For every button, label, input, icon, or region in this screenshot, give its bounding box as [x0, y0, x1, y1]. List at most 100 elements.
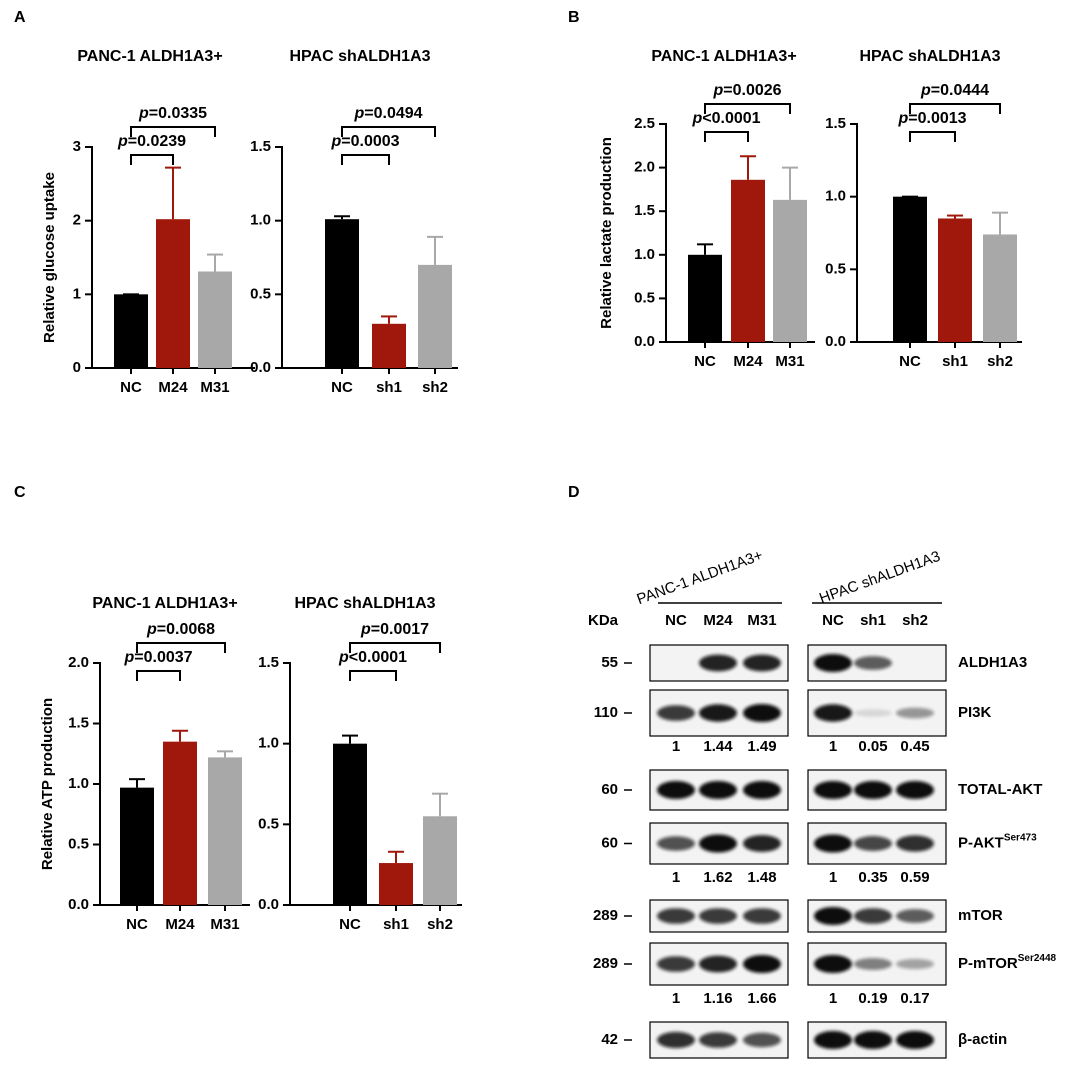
chart-title: PANC-1 ALDH1A3+: [77, 48, 222, 65]
protein-name-main: β-actin: [958, 1031, 1007, 1048]
bar: [372, 323, 406, 368]
protein-name-main: P-mTOR: [958, 955, 1018, 972]
p-value: p=0.0037: [123, 649, 192, 666]
p-value: p=0.0239: [117, 133, 186, 150]
blot-band: [896, 835, 934, 852]
blot-band: [814, 781, 852, 799]
blot-band: [854, 709, 892, 717]
blot-band: [854, 1031, 892, 1049]
y-tick-label: 0.5: [250, 285, 271, 302]
x-tick-label: sh1: [942, 353, 968, 370]
band-quantification: 0.45: [900, 738, 929, 755]
blot-band: [814, 1031, 852, 1049]
kda-value: 110: [594, 704, 618, 721]
bar: [773, 199, 807, 342]
blot-band: [854, 908, 892, 924]
significance-bracket: [136, 670, 181, 681]
significance-bracket: [349, 642, 441, 653]
blot-band: [743, 1032, 781, 1048]
blot-band: [896, 707, 934, 719]
y-axis-label: Relative glucose uptake: [41, 172, 58, 343]
y-tick-label: 0: [73, 359, 81, 376]
protein-name-main: mTOR: [958, 907, 1003, 924]
bar: [325, 219, 359, 368]
blot-band: [896, 781, 934, 799]
group-title: PANC-1 ALDH1A3+: [635, 547, 766, 608]
p-value: p=0.0494: [353, 105, 422, 122]
y-tick-label: 0.5: [825, 260, 846, 277]
band-quantification: 1.62: [703, 869, 732, 886]
band-quantification: 1.48: [747, 869, 776, 886]
bar: [163, 741, 197, 905]
blot-band: [896, 1031, 934, 1049]
bar: [983, 234, 1017, 342]
x-tick-label: sh2: [987, 353, 1013, 370]
lane-label: NC: [822, 612, 844, 629]
blot-band: [657, 781, 695, 799]
significance-bracket: [704, 131, 749, 142]
significance-bracket: [909, 131, 956, 142]
band-quantification: 1: [829, 738, 837, 755]
kda-value: 60: [601, 834, 618, 851]
lane-label: M31: [747, 612, 776, 629]
protein-name: TOTAL-AKT: [958, 781, 1042, 798]
kda-value: 42: [601, 1031, 618, 1048]
bar: [114, 294, 148, 368]
protein-name: P-AKTSer473: [958, 832, 1037, 851]
significance-bracket: [909, 103, 1001, 114]
protein-name-main: P-AKT: [958, 834, 1004, 851]
blot-band: [854, 836, 892, 851]
y-tick-label: 0.0: [68, 896, 89, 913]
p-value: p=0.0026: [712, 82, 781, 99]
blot-band: [854, 656, 892, 670]
x-tick-label: NC: [126, 916, 148, 933]
blot-band: [814, 955, 852, 973]
bar: [120, 787, 154, 905]
blot-band: [699, 654, 737, 672]
bar: [688, 254, 722, 342]
blot-band: [854, 781, 892, 799]
blot-band: [657, 1031, 695, 1049]
y-tick-label: 1: [73, 285, 81, 302]
y-tick-label: 2.5: [634, 115, 655, 132]
x-tick-label: NC: [694, 353, 716, 370]
blot-band: [743, 781, 781, 799]
y-tick-label: 1.5: [258, 654, 279, 671]
bar: [893, 196, 927, 342]
y-tick-label: 0.0: [250, 359, 271, 376]
lane-label: M24: [703, 612, 733, 629]
p-value: p=0.0444: [920, 82, 989, 99]
blot-band: [743, 908, 781, 924]
band-quantification: 1.66: [747, 990, 776, 1007]
blot-band: [896, 909, 934, 923]
x-tick-label: NC: [120, 379, 142, 396]
band-quantification: 1: [672, 869, 680, 886]
kda-value: 289: [593, 955, 618, 972]
x-tick-label: M31: [210, 916, 239, 933]
blot-band: [699, 781, 737, 799]
bar: [423, 816, 457, 905]
x-tick-label: sh1: [376, 379, 402, 396]
protein-name-sup: Ser473: [1004, 832, 1037, 843]
blot-band: [657, 956, 695, 972]
lane-label: sh1: [860, 612, 886, 629]
y-tick-label: 1.0: [250, 212, 271, 229]
blot-band: [699, 955, 737, 973]
x-tick-label: M24: [158, 379, 188, 396]
bar: [208, 757, 242, 905]
kda-value: 55: [601, 654, 618, 671]
chart-title: HPAC shALDH1A3: [289, 48, 430, 65]
x-tick-label: NC: [339, 916, 361, 933]
p-value: p<0.0001: [338, 649, 407, 666]
blot-band: [699, 704, 737, 722]
blot-band: [743, 654, 781, 672]
band-quantification: 0.35: [858, 869, 887, 886]
significance-bracket: [136, 642, 226, 653]
bar: [731, 179, 765, 342]
blot-band: [814, 704, 852, 722]
band-quantification: 1.16: [703, 990, 732, 1007]
y-tick-label: 1.5: [825, 115, 846, 132]
protein-name-sup: Ser2448: [1018, 953, 1057, 964]
p-value: p<0.0001: [691, 110, 760, 127]
chart-title: HPAC shALDH1A3: [859, 48, 1000, 65]
